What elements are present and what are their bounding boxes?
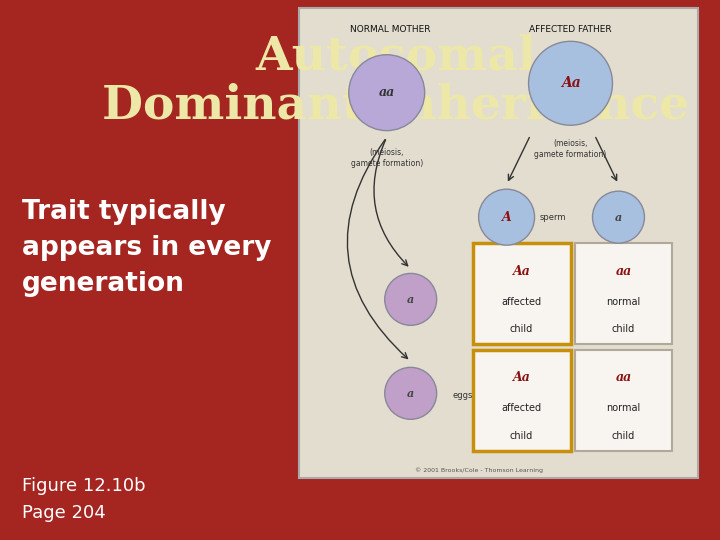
Ellipse shape xyxy=(593,191,644,243)
Text: a: a xyxy=(407,294,414,305)
Text: normal: normal xyxy=(606,296,641,307)
FancyBboxPatch shape xyxy=(472,349,570,451)
Text: Aa: Aa xyxy=(561,76,580,90)
Text: Dominant Inheritance: Dominant Inheritance xyxy=(102,82,690,129)
Text: AFFECTED FATHER: AFFECTED FATHER xyxy=(529,25,612,33)
Text: affected: affected xyxy=(502,403,541,413)
Text: © 2001 Brooks/Cole - Thomson Learning: © 2001 Brooks/Cole - Thomson Learning xyxy=(415,467,543,472)
Text: child: child xyxy=(612,430,635,441)
FancyBboxPatch shape xyxy=(472,243,570,344)
Text: child: child xyxy=(612,324,635,334)
FancyBboxPatch shape xyxy=(575,349,672,451)
Text: (meiosis,
gamete formation): (meiosis, gamete formation) xyxy=(351,148,423,168)
Text: Trait typically
appears in every
generation: Trait typically appears in every generat… xyxy=(22,199,271,298)
Text: affected: affected xyxy=(502,296,541,307)
Text: A: A xyxy=(502,211,511,224)
Text: (meiosis,
gamete formation): (meiosis, gamete formation) xyxy=(534,139,607,159)
Ellipse shape xyxy=(384,367,436,419)
Text: aa: aa xyxy=(379,86,395,99)
Ellipse shape xyxy=(348,55,425,131)
Text: a: a xyxy=(407,388,414,399)
Text: Aa: Aa xyxy=(513,372,531,384)
Ellipse shape xyxy=(528,42,613,125)
Text: NORMAL MOTHER: NORMAL MOTHER xyxy=(351,25,431,33)
Text: normal: normal xyxy=(606,403,641,413)
FancyBboxPatch shape xyxy=(575,243,672,344)
Text: child: child xyxy=(510,324,534,334)
Ellipse shape xyxy=(384,273,436,325)
Text: eggs: eggs xyxy=(452,391,473,400)
Text: Autosomal: Autosomal xyxy=(256,33,536,80)
Text: sperm: sperm xyxy=(539,213,566,221)
Text: aa: aa xyxy=(616,265,631,278)
FancyBboxPatch shape xyxy=(299,8,698,478)
Text: Aa: Aa xyxy=(513,265,531,278)
Ellipse shape xyxy=(479,189,534,245)
Text: child: child xyxy=(510,430,534,441)
Text: a: a xyxy=(615,212,622,222)
Text: Figure 12.10b
Page 204: Figure 12.10b Page 204 xyxy=(22,477,145,522)
Text: aa: aa xyxy=(616,372,631,384)
